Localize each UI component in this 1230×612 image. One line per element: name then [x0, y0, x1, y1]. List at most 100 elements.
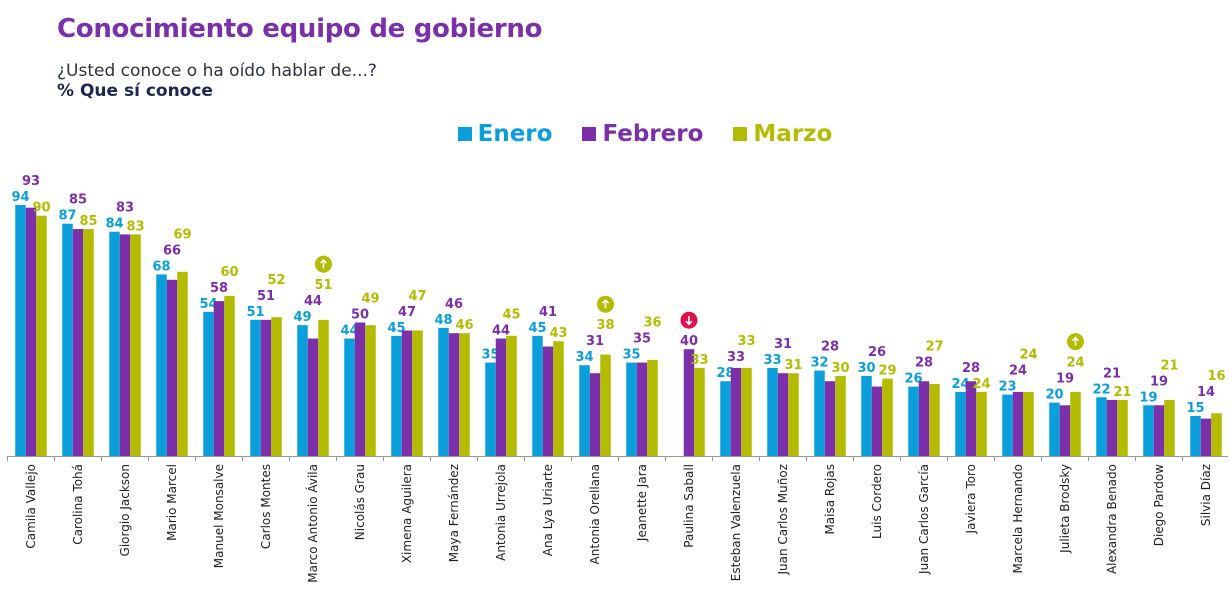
- data-label: 24: [1019, 348, 1037, 363]
- data-label: 84: [105, 217, 123, 232]
- bar-febrero: [72, 229, 84, 456]
- data-label: 45: [502, 308, 520, 323]
- data-label: 24: [1009, 364, 1027, 379]
- bar-enero: [767, 367, 778, 456]
- bar-febrero: [448, 333, 460, 456]
- bar-enero: [1049, 402, 1060, 456]
- bar-enero: [485, 362, 496, 456]
- data-label: 69: [173, 227, 191, 242]
- data-label: 90: [32, 201, 50, 216]
- category-label: Antonia Orellana: [588, 464, 602, 564]
- data-label: 31: [586, 334, 604, 349]
- bar-marzo: [929, 383, 940, 456]
- bar-enero: [1143, 405, 1154, 456]
- measure-label: % Que sí conoce: [57, 81, 213, 101]
- data-label: 50: [351, 308, 369, 323]
- bar-marzo: [741, 367, 752, 456]
- bar-marzo: [553, 341, 564, 456]
- data-label: 32: [810, 356, 828, 371]
- data-label: 19: [1150, 374, 1168, 389]
- data-label: 28: [962, 361, 980, 376]
- bar-marzo: [1211, 413, 1222, 456]
- bar-enero: [532, 335, 543, 456]
- data-label: 16: [1207, 369, 1225, 384]
- data-label: 31: [774, 337, 792, 352]
- data-label: 26: [868, 345, 886, 360]
- bar-febrero: [213, 301, 225, 456]
- bar-marzo: [1023, 391, 1034, 456]
- category-label: Nicolás Grau: [353, 464, 367, 540]
- data-label: 58: [210, 281, 228, 296]
- data-label: 46: [455, 318, 473, 333]
- bar-febrero: [260, 319, 272, 456]
- bar-marzo: [976, 391, 987, 456]
- data-label: 26: [904, 372, 922, 387]
- data-label: 14: [1197, 385, 1215, 400]
- question-subtitle: ¿Usted conoce o ha oído hablar de...?: [57, 61, 377, 81]
- category-label: Juan Carlos García: [917, 464, 931, 575]
- data-label: 51: [246, 305, 264, 320]
- data-label: 33: [727, 350, 745, 365]
- data-label: 43: [549, 326, 567, 341]
- bar-enero: [203, 311, 214, 456]
- data-label: 85: [69, 193, 87, 208]
- bar-marzo: [788, 373, 799, 456]
- data-label: 19: [1139, 390, 1157, 405]
- bar-marzo: [36, 215, 47, 456]
- data-label: 20: [1045, 388, 1063, 403]
- bar-enero: [1190, 415, 1201, 456]
- data-label: 47: [398, 305, 416, 320]
- bar-marzo: [224, 295, 235, 456]
- bar-enero: [814, 370, 825, 456]
- data-label: 33: [763, 353, 781, 368]
- data-label: 23: [998, 380, 1016, 395]
- data-label: 31: [784, 358, 802, 373]
- bar-marzo: [835, 375, 846, 456]
- category-label: Alexandra Benado: [1105, 464, 1119, 574]
- bar-febrero: [401, 330, 413, 456]
- legend-swatch: [582, 127, 597, 141]
- bar-febrero: [824, 381, 836, 456]
- bar-enero: [156, 274, 167, 456]
- category-label: Giorgio Jackson: [118, 464, 132, 556]
- data-label: 44: [304, 294, 322, 309]
- data-label: 33: [737, 334, 755, 349]
- bar-febrero: [354, 322, 366, 456]
- bar-enero: [861, 375, 872, 456]
- data-label: 40: [680, 334, 698, 349]
- bar-febrero: [636, 362, 648, 456]
- category-label: Esteban Valenzuela: [729, 464, 743, 581]
- category-label: Paulina Saball: [682, 464, 696, 548]
- legend-item-marzo: Marzo: [733, 121, 832, 147]
- legend: Enero Febrero Marzo: [0, 121, 1230, 147]
- bar-enero: [344, 338, 355, 456]
- data-label: 93: [22, 174, 40, 189]
- bar-enero: [109, 231, 120, 456]
- data-label: 52: [267, 273, 285, 288]
- category-label: Maisa Rojas: [823, 464, 837, 535]
- category-label: Manuel Monsalve: [212, 464, 226, 568]
- arrow-up-icon-glyph: [1071, 336, 1080, 346]
- bar-enero: [297, 325, 308, 456]
- bar-febrero: [495, 338, 507, 456]
- bar-marzo: [365, 325, 376, 456]
- category-label: Ximena Aguilera: [400, 464, 414, 563]
- bar-febrero: [166, 279, 178, 456]
- bar-enero: [579, 365, 590, 456]
- data-label: 29: [878, 364, 896, 379]
- data-label: 94: [11, 190, 29, 205]
- bar-marzo: [506, 335, 517, 456]
- bar-febrero: [1059, 405, 1071, 456]
- arrow-down-icon-glyph: [685, 316, 693, 326]
- bar-marzo: [1164, 399, 1175, 456]
- bar-febrero: [542, 346, 554, 456]
- bar-marzo: [600, 354, 611, 456]
- data-label: 66: [163, 243, 181, 258]
- data-label: 35: [633, 332, 651, 347]
- category-label: Camila Vallejo: [24, 464, 38, 549]
- data-label: 51: [314, 278, 332, 293]
- category-label: Marcela Hernando: [1011, 464, 1025, 574]
- bar-enero: [62, 223, 73, 456]
- data-label: 21: [1103, 366, 1121, 381]
- bar-febrero: [730, 367, 742, 456]
